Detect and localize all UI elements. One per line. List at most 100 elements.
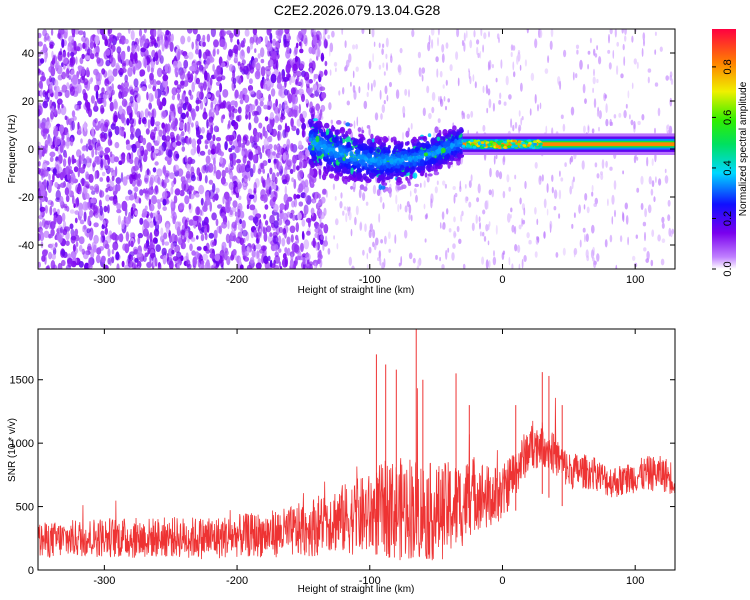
- heatmap-signal-cell: [424, 172, 428, 178]
- heatmap-noise-cell: [121, 200, 128, 212]
- heatmap-faint-cell: [477, 52, 480, 59]
- heatmap-faint-cell: [381, 262, 385, 269]
- heatmap-noise-cell: [157, 213, 162, 224]
- heatmap-faint-cell: [553, 189, 558, 199]
- heatmap-noise-cell: [209, 56, 215, 63]
- heatmap-faint-cell: [430, 29, 435, 36]
- heatmap-signal-cell: [424, 161, 429, 166]
- heatmap-noise-cell: [105, 59, 111, 67]
- heatmap-noise-cell: [244, 164, 251, 173]
- heatmap-noise-cell: [187, 156, 193, 165]
- heatmap-signal-cell: [404, 167, 410, 172]
- heatmap-signal-cell: [396, 176, 402, 183]
- heatmap-noise-cell: [144, 252, 149, 257]
- heatmap-faint-cell: [491, 64, 494, 69]
- heatmap-noise-cell: [282, 179, 288, 185]
- heatmap-band-blob: [526, 144, 531, 147]
- heatmap-noise-cell: [260, 176, 264, 184]
- heatmap-noise-cell: [70, 251, 77, 259]
- heatmap-faint-cell: [622, 170, 624, 175]
- heatmap-signal-cell: [370, 169, 377, 173]
- heatmap-signal-cell: [334, 173, 340, 180]
- heatmap-noise-cell: [146, 168, 150, 176]
- heatmap-faint-cell: [637, 120, 641, 126]
- heatmap-noise-cell: [252, 154, 258, 164]
- heatmap-faint-cell: [604, 239, 608, 248]
- heatmap-noise-cell: [162, 206, 167, 212]
- heatmap-noise-cell: [56, 214, 63, 225]
- heatmap-faint-cell: [352, 70, 355, 79]
- heatmap-noise-cell: [204, 232, 208, 241]
- heatmap-noise-cell: [288, 93, 293, 104]
- heatmap-noise-cell: [105, 48, 111, 56]
- heatmap-noise-cell: [318, 39, 322, 47]
- heatmap-noise-cell: [173, 195, 178, 204]
- heatmap-faint-cell: [382, 62, 385, 68]
- heatmap-faint-cell: [345, 59, 350, 68]
- heatmap-faint-cell: [636, 156, 639, 161]
- heatmap-noise-cell: [59, 172, 64, 181]
- heatmap-noise-cell: [39, 229, 43, 236]
- heatmap-signal-cell: [352, 157, 358, 162]
- heatmap-noise-cell: [140, 135, 144, 143]
- heatmap-faint-cell: [551, 186, 554, 194]
- heatmap-signal-cell: [328, 173, 335, 179]
- heatmap-faint-cell: [395, 194, 398, 205]
- heatmap-noise-cell: [225, 167, 229, 174]
- heatmap-noise-cell: [107, 29, 113, 35]
- heatmap-faint-cell: [586, 206, 590, 214]
- heatmap-noise-cell: [261, 145, 265, 154]
- heatmap-faint-cell: [644, 231, 646, 242]
- heatmap-noise-cell: [105, 194, 111, 202]
- heatmap-signal-cell: [405, 130, 410, 138]
- heatmap-noise-cell: [83, 211, 87, 222]
- heatmap-noise-cell: [257, 53, 261, 59]
- heatmap-signal-cell: [377, 139, 383, 146]
- heatmap-noise-cell: [54, 146, 59, 151]
- heatmap-signal-cell: [447, 161, 451, 169]
- heatmap-faint-cell: [611, 194, 615, 205]
- colorbar-tick-label: 0.0: [722, 261, 734, 276]
- heatmap-noise-cell: [146, 54, 152, 63]
- heatmap-noise-cell: [305, 262, 312, 269]
- heatmap-faint-cell: [500, 59, 503, 69]
- heatmap-faint-cell: [452, 243, 456, 249]
- heatmap-noise-cell: [40, 75, 46, 82]
- heatmap-faint-cell: [545, 125, 548, 134]
- heatmap-noise-cell: [266, 42, 273, 52]
- heatmap-faint-cell: [347, 207, 350, 217]
- heatmap-faint-cell: [491, 188, 495, 198]
- heatmap-noise-cell: [148, 92, 154, 103]
- heatmap-noise-cell: [83, 224, 87, 230]
- heatmap-signal-cell: [430, 138, 437, 143]
- heatmap-noise-cell: [252, 29, 258, 36]
- heatmap-noise-cell: [67, 46, 71, 52]
- heatmap-signal-cell: [371, 172, 377, 177]
- heatmap-noise-cell: [147, 247, 151, 255]
- heatmap-noise-cell: [111, 256, 115, 264]
- heatmap-noise-cell: [174, 244, 181, 253]
- heatmap-noise-cell: [152, 79, 157, 89]
- heatmap-signal-cell: [341, 133, 346, 138]
- heatmap-noise-cell: [263, 104, 268, 110]
- heatmap-band-blob: [495, 145, 500, 149]
- heatmap-noise-cell: [115, 177, 122, 185]
- heatmap-faint-cell: [493, 155, 496, 165]
- heatmap-noise-cell: [115, 64, 120, 71]
- heatmap-faint-cell: [335, 67, 337, 73]
- heatmap-noise-cell: [296, 34, 301, 43]
- heatmap-noise-cell: [137, 149, 142, 158]
- heatmap-noise-cell: [271, 128, 278, 137]
- heatmap-noise-cell: [143, 29, 147, 34]
- heatmap-signal-cell: [423, 152, 428, 157]
- heatmap-faint-cell: [648, 176, 652, 185]
- heatmap-noise-cell: [260, 58, 265, 64]
- heatmap-noise-cell: [79, 57, 84, 65]
- heatmap-noise-cell: [38, 141, 41, 147]
- heatmap-noise-cell: [229, 153, 234, 162]
- heatmap-noise-cell: [85, 67, 90, 78]
- heatmap-noise-cell: [99, 189, 102, 198]
- heatmap-noise-cell: [213, 39, 219, 48]
- heatmap-faint-cell: [329, 48, 331, 57]
